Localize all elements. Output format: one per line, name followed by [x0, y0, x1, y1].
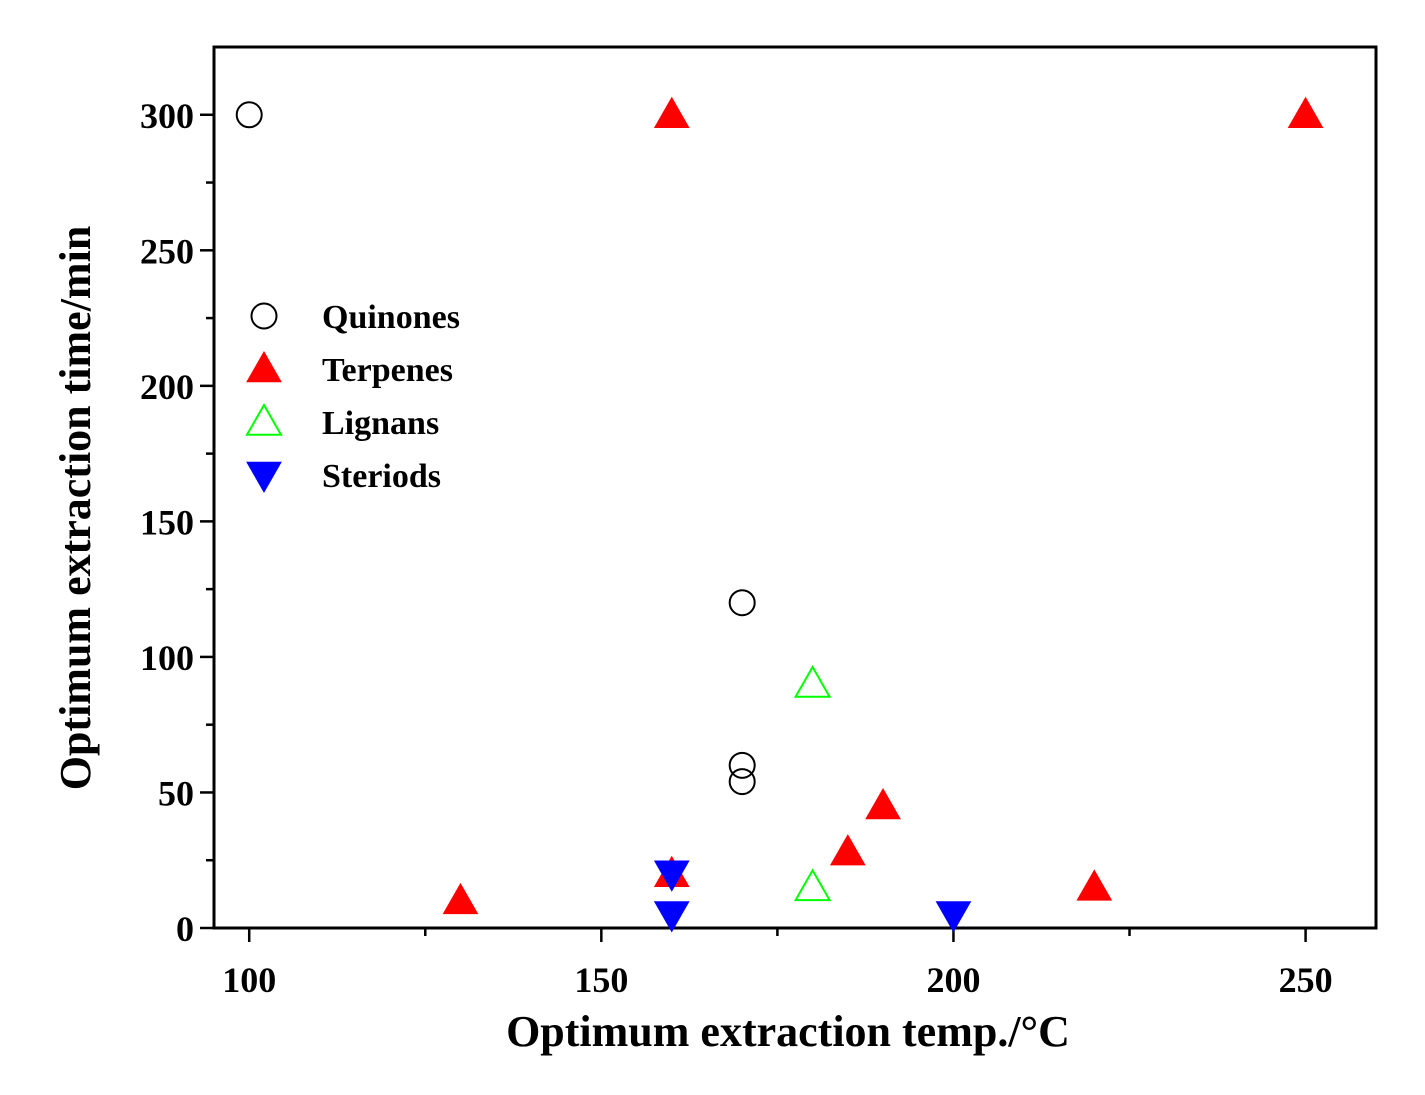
legend-label-lignans: Lignans	[322, 405, 439, 442]
x-axis-title: Optimum extraction temp./°C	[506, 1007, 1070, 1056]
y-tick-label: 250	[140, 231, 194, 271]
legend-marker-steriods	[246, 461, 282, 494]
data-point-steriods	[653, 860, 690, 892]
data-point-quinones	[728, 589, 756, 617]
data-point-terpenes	[442, 882, 479, 915]
tick-labels: 100 150 200 250 0 50 100 150 200 250 300	[140, 96, 1333, 1000]
x-tick-label: 100	[222, 960, 276, 1000]
data-point-quinones	[235, 101, 263, 129]
x-tick-label: 150	[574, 960, 628, 1000]
y-tick-label: 150	[140, 502, 194, 542]
legend: Quinones Terpenes Lignans Steriods	[245, 299, 460, 495]
legend-label-steriods: Steriods	[322, 458, 441, 495]
data-point-lignans	[793, 868, 832, 902]
y-axis-title: Optimum extraction time/min	[51, 226, 100, 791]
plot-frame	[212, 45, 1378, 930]
data-point-quinones	[728, 768, 756, 796]
legend-marker-quinones	[250, 302, 278, 330]
data-point-terpenes	[1076, 869, 1113, 901]
y-tick-label: 0	[176, 909, 194, 949]
data-point-lignans	[793, 665, 832, 698]
y-tick-label: 100	[140, 638, 194, 678]
data-point-terpenes	[653, 96, 690, 129]
data-point-terpenes	[865, 788, 901, 820]
y-tick-label: 50	[158, 773, 194, 813]
x-tick-label: 250	[1279, 960, 1333, 1000]
data-point-terpenes	[1287, 96, 1324, 129]
y-tick-label: 300	[140, 96, 194, 136]
legend-label-terpenes: Terpenes	[322, 352, 453, 389]
x-tick-label: 200	[926, 960, 980, 1000]
data-point-quinones	[728, 751, 756, 779]
legend-marker-lignans	[245, 402, 283, 436]
data-points	[235, 96, 1324, 933]
data-point-steriods	[935, 901, 972, 933]
axis-ticks	[200, 113, 1307, 942]
data-point-terpenes	[829, 834, 866, 866]
legend-label-quinones: Quinones	[322, 299, 460, 336]
legend-marker-terpenes	[246, 350, 282, 383]
y-tick-label: 200	[140, 367, 194, 407]
data-point-steriods	[653, 901, 690, 933]
